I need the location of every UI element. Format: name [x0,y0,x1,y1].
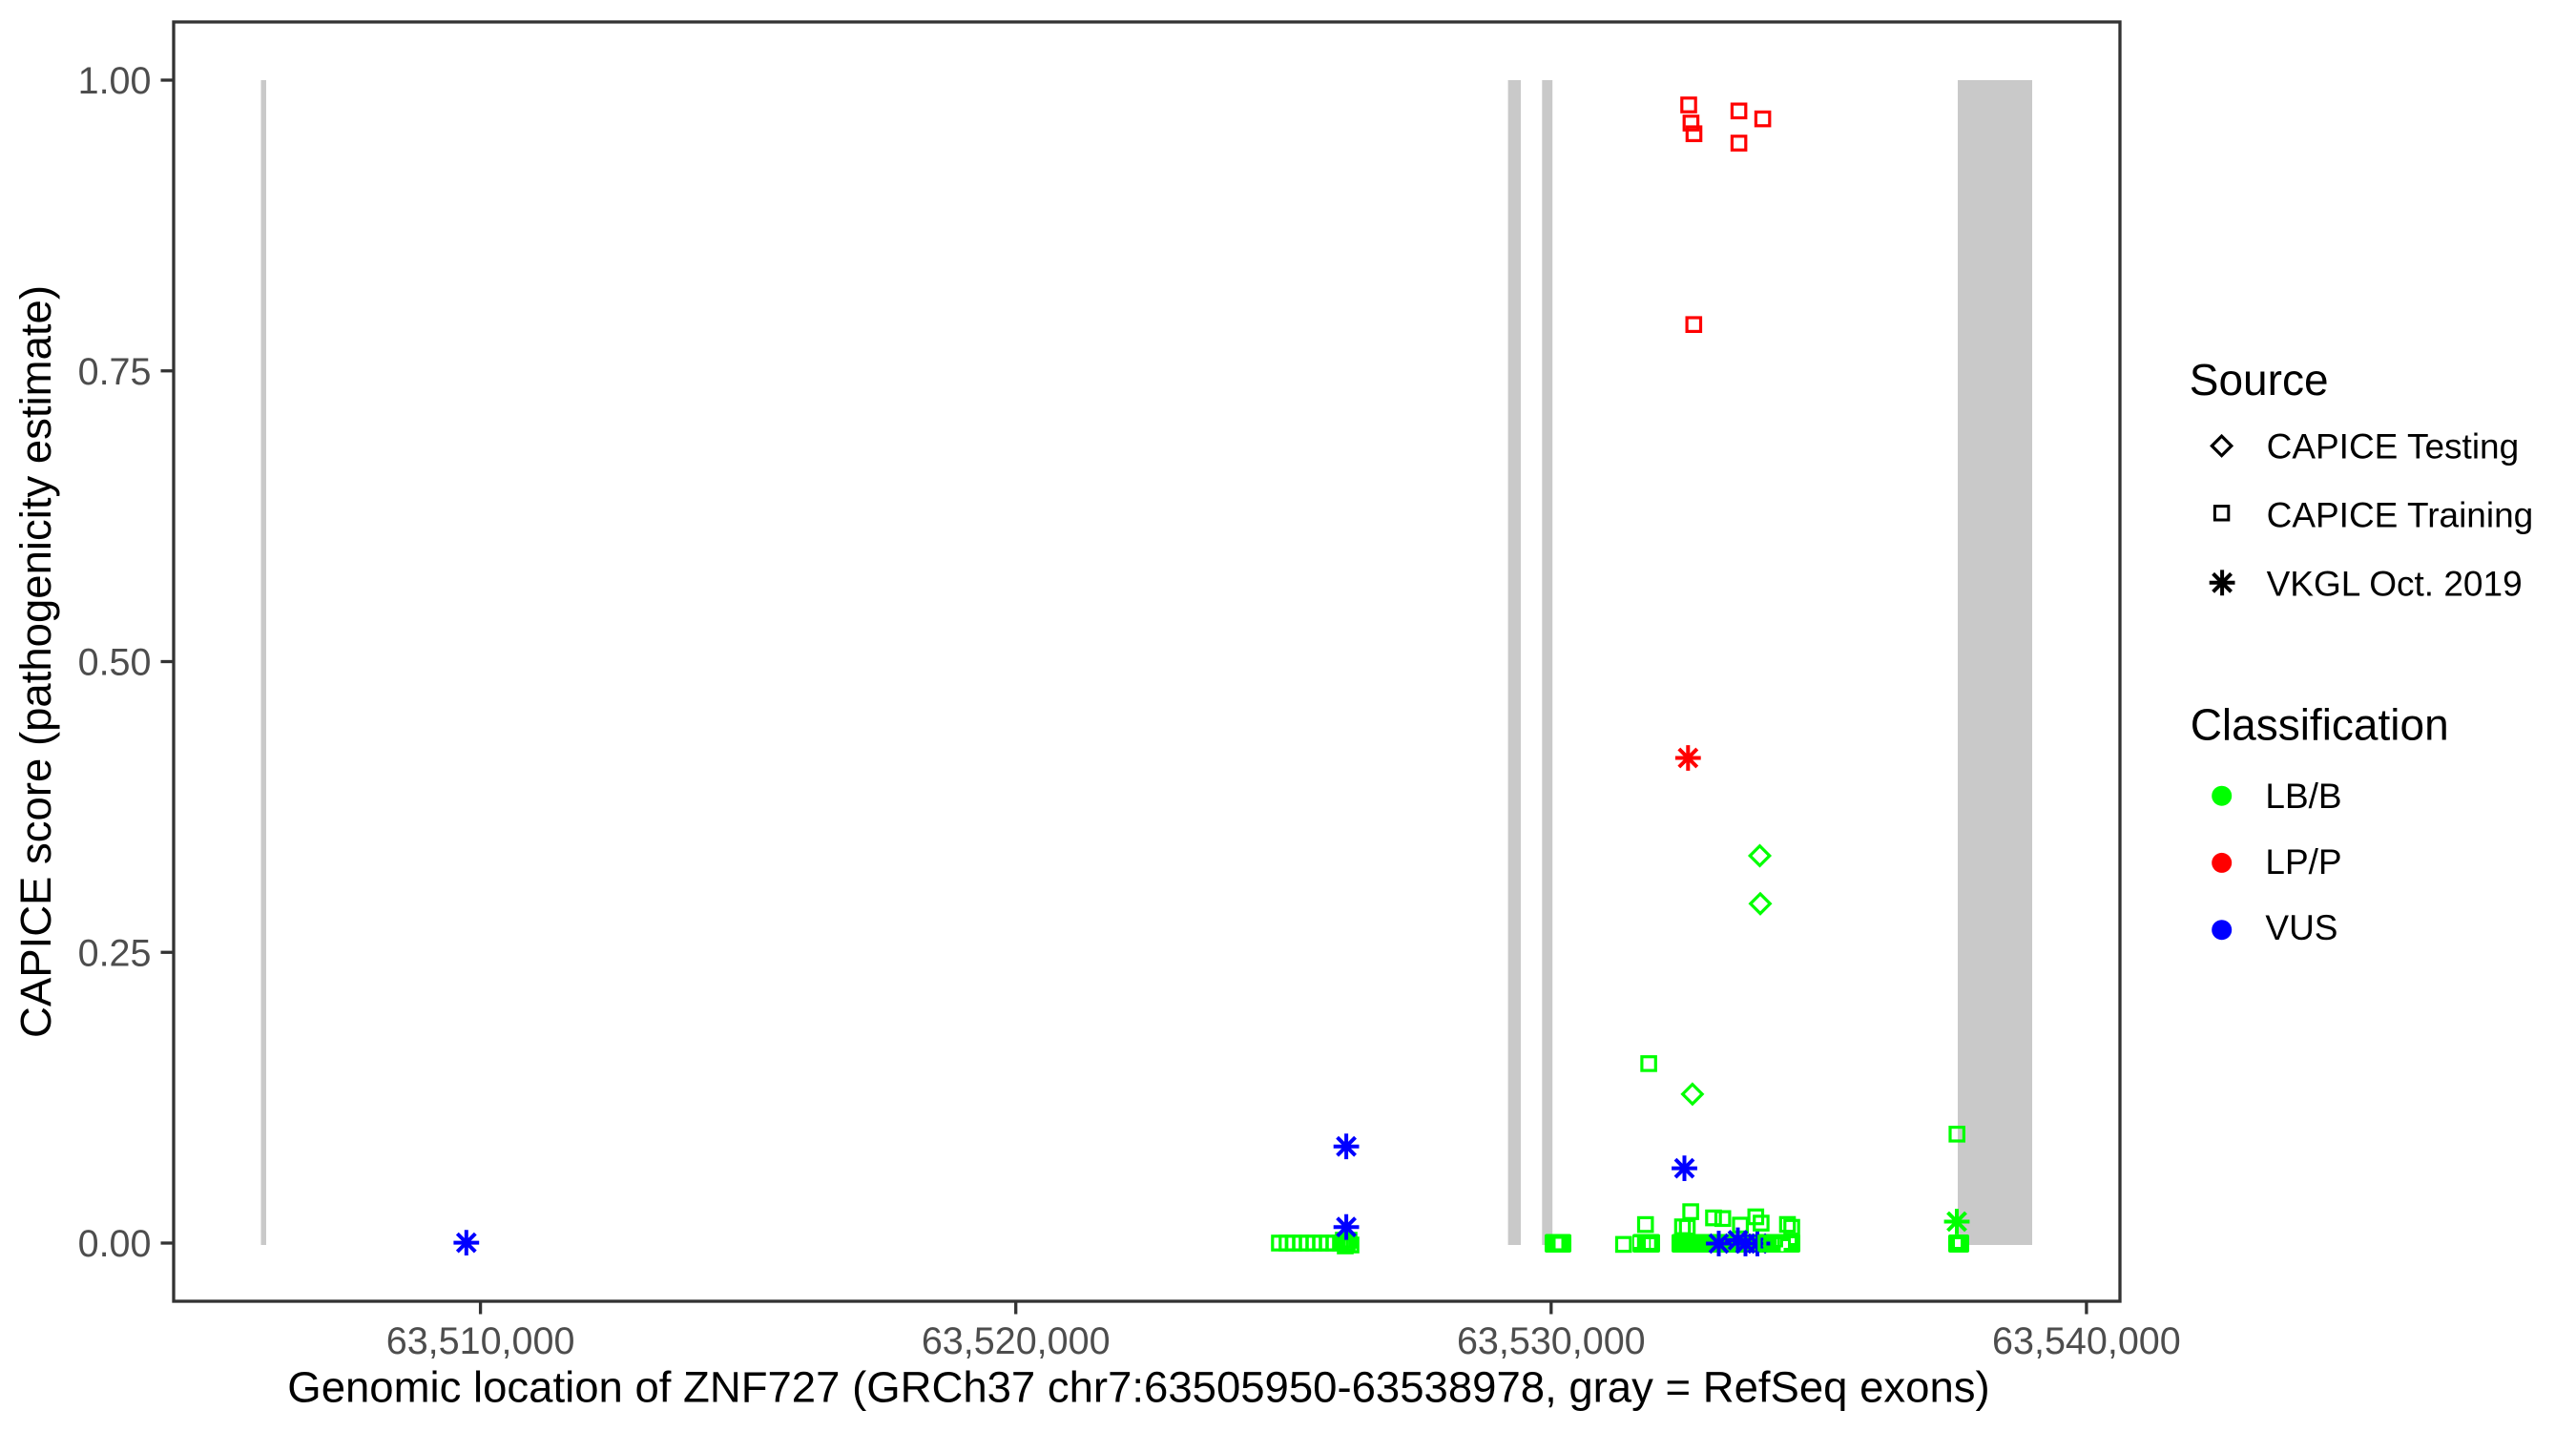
svg-text:CAPICE score (pathogenicity es: CAPICE score (pathogenicity estimate) [11,285,60,1038]
svg-text:CAPICE Training: CAPICE Training [2267,495,2534,534]
svg-text:63,540,000: 63,540,000 [1992,1320,2181,1362]
svg-text:0.00: 0.00 [78,1223,152,1265]
svg-text:Genomic location of ZNF727 (GR: Genomic location of ZNF727 (GRCh37 chr7:… [287,1363,1989,1412]
svg-text:63,520,000: 63,520,000 [922,1320,1111,1362]
svg-text:1.00: 1.00 [78,60,152,102]
svg-text:VKGL Oct. 2019: VKGL Oct. 2019 [2267,565,2523,604]
svg-text:LP/P: LP/P [2265,842,2341,881]
svg-text:0.50: 0.50 [78,642,152,684]
svg-text:63,530,000: 63,530,000 [1457,1320,1646,1362]
svg-text:Classification: Classification [2191,700,2449,750]
svg-text:Source: Source [2190,355,2329,404]
svg-text:CAPICE Testing: CAPICE Testing [2267,427,2520,467]
svg-text:63,510,000: 63,510,000 [386,1320,575,1362]
svg-text:0.25: 0.25 [78,932,152,974]
svg-text:VUS: VUS [2265,908,2337,947]
svg-text:0.75: 0.75 [78,351,152,393]
svg-text:LB/B: LB/B [2265,777,2341,816]
